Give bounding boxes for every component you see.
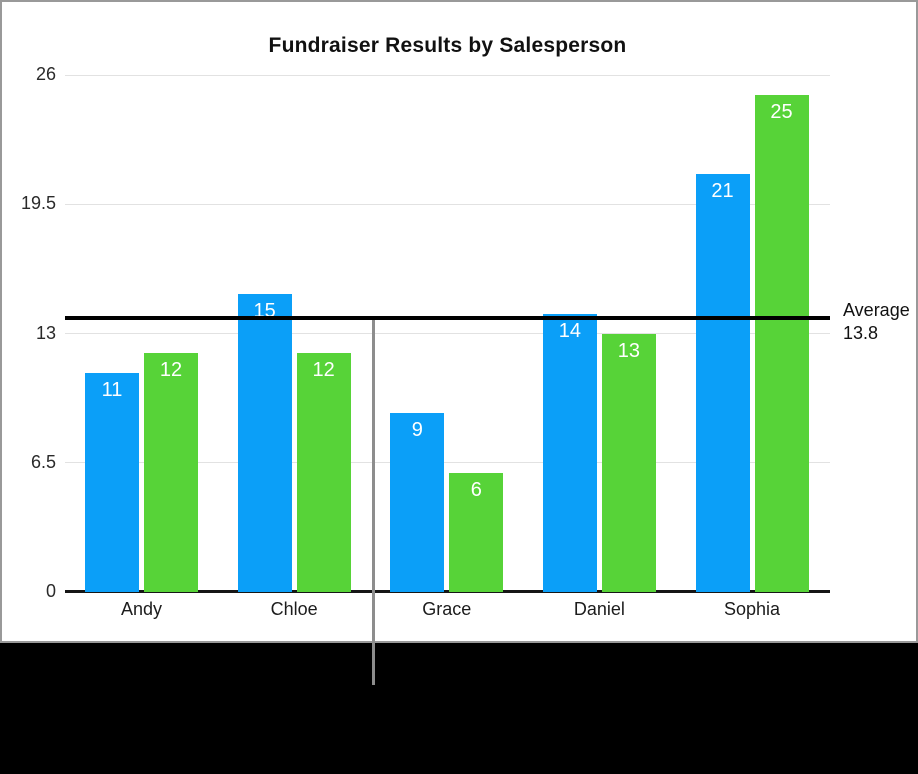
y-tick-label-13: 13 xyxy=(35,322,56,343)
bar-andy-green-series: 12 xyxy=(144,353,198,592)
y-tick-label-0: 0 xyxy=(45,581,56,601)
x-category-label-daniel: Daniel xyxy=(573,599,625,619)
x-category-label-andy: Andy xyxy=(120,599,163,619)
gridline-6.5 xyxy=(65,462,830,464)
bar-value-label: 21 xyxy=(711,180,734,203)
average-line-label: Average 13.8 xyxy=(843,299,910,345)
plot-area: 11 12 15 12 9 6 14 13 21 25 xyxy=(65,74,830,593)
average-label-value: 13.8 xyxy=(843,323,879,343)
y-tick-label-6.5: 6.5 xyxy=(30,451,56,472)
bar-andy-blue-series: 11 xyxy=(85,373,139,592)
bar-grace-green-series: 6 xyxy=(449,472,504,592)
bar-value-label: 9 xyxy=(411,419,423,442)
bar-value-label: 12 xyxy=(312,359,335,382)
bar-sophia-green-series: 25 xyxy=(754,94,809,592)
bar-value-label: 14 xyxy=(558,319,581,342)
x-category-label-sophia: Sophia xyxy=(723,599,781,619)
bar-daniel-blue-series: 14 xyxy=(542,313,597,592)
bar-value-label: 13 xyxy=(617,339,640,362)
average-reference-line xyxy=(65,315,830,320)
x-axis-line xyxy=(65,590,830,593)
chart-title: Fundraiser Results by Salesperson xyxy=(268,34,627,57)
bar-sophia-blue-series: 21 xyxy=(695,174,750,592)
bar-value-label: 11 xyxy=(101,379,123,402)
y-tick-label-26: 26 xyxy=(35,64,56,84)
bar-grace-blue-series: 9 xyxy=(390,413,445,592)
bar-chloe-green-series: 12 xyxy=(296,353,351,592)
average-label-text: Average xyxy=(843,300,910,320)
bar-value-label: 25 xyxy=(770,100,793,123)
gridline-19.5 xyxy=(65,203,830,205)
x-category-label-grace: Grace xyxy=(422,599,472,619)
callout-line xyxy=(372,320,375,685)
x-category-label-chloe: Chloe xyxy=(270,599,318,619)
bar-value-label: 12 xyxy=(159,359,183,382)
bar-daniel-green-series: 13 xyxy=(601,333,656,592)
gridline-26 xyxy=(65,74,830,76)
bar-chloe-blue-series: 15 xyxy=(237,293,292,592)
gridline-13 xyxy=(65,333,830,334)
bar-value-label: 6 xyxy=(470,478,482,501)
chart-panel: Fundraiser Results by Salesperson 11 12 15… xyxy=(0,0,918,643)
y-tick-label-19.5: 19.5 xyxy=(20,193,56,214)
